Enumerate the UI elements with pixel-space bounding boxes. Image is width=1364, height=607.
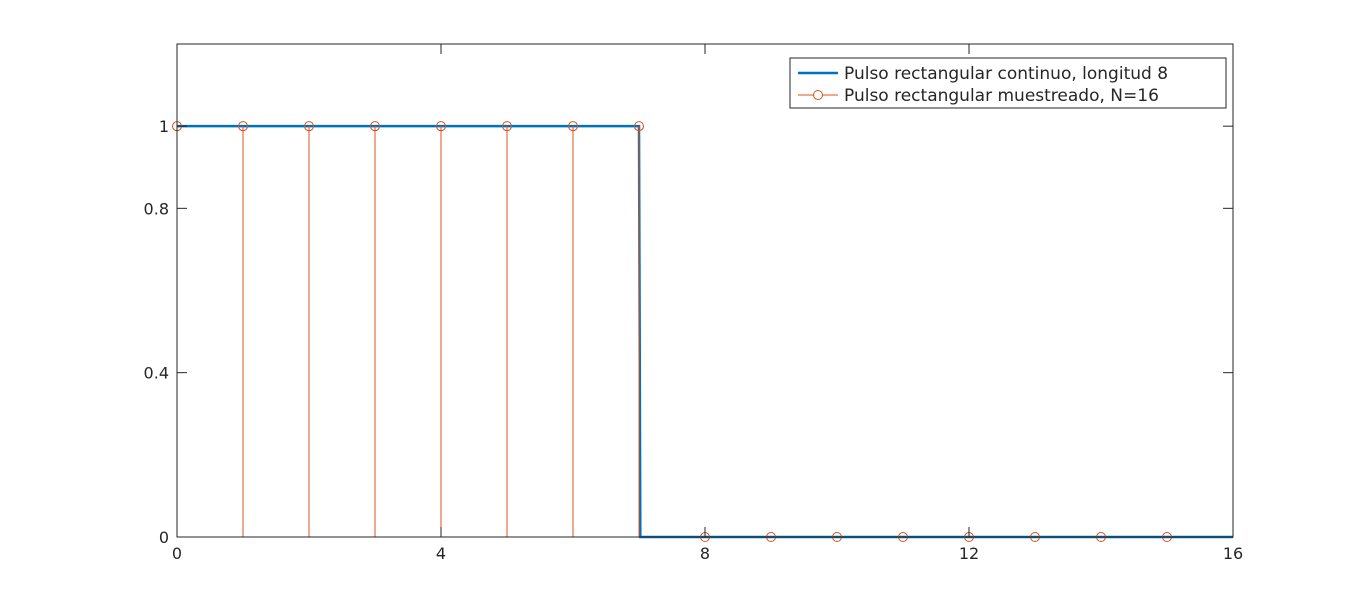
legend-label: Pulso rectangular continuo, longitud 8 bbox=[844, 64, 1168, 84]
x-tick-label: 8 bbox=[700, 544, 710, 563]
stem-marker bbox=[634, 121, 644, 132]
stem-marker bbox=[436, 121, 446, 132]
legend-marker bbox=[813, 90, 823, 100]
y-tick-label: 1 bbox=[159, 117, 169, 136]
y-tick-label: 0.4 bbox=[144, 364, 169, 383]
y-tick-label: 0.8 bbox=[144, 199, 169, 218]
x-tick-label: 4 bbox=[436, 544, 446, 563]
stem-marker bbox=[238, 121, 248, 132]
legend-label: Pulso rectangular muestreado, N=16 bbox=[844, 86, 1159, 106]
stem-marker bbox=[304, 121, 314, 132]
x-tick-label: 12 bbox=[959, 544, 979, 563]
legend-box bbox=[789, 57, 1227, 109]
y-tick-label: 0 bbox=[159, 528, 169, 547]
stem-marker bbox=[370, 121, 380, 132]
stem-marker bbox=[568, 121, 578, 132]
legend: Pulso rectangular continuo, longitud 8Pu… bbox=[789, 57, 1227, 109]
axes: 0 4 8 12 16 0 0.4 0.8 1 bbox=[144, 43, 1243, 563]
x-tick-label: 16 bbox=[1223, 544, 1243, 563]
stem-marker bbox=[502, 121, 512, 132]
x-tick-label: 0 bbox=[172, 544, 182, 563]
